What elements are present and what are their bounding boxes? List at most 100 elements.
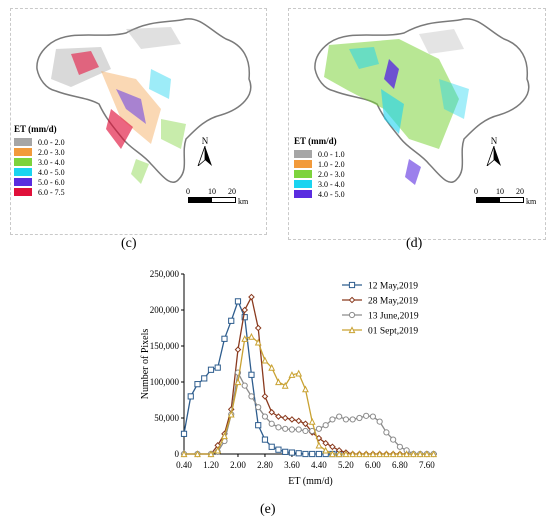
data-point [342,450,350,458]
x-tick-label: 5.20 [338,460,354,470]
legend-item: 6.0 - 7.5 [14,187,65,197]
x-tick-label: 6.00 [365,460,381,470]
data-point [335,450,343,458]
data-point [288,416,296,423]
data-point [383,429,390,436]
data-point [261,356,269,364]
et-pixels-c [51,27,186,184]
y-tick-label: 250,000 [150,269,180,279]
data-point [349,450,357,458]
legend-label: 01 Sept,2019 [368,327,418,337]
data-point [248,371,255,378]
et-histogram-chart: 0 50,000 100,000 150,000 200,000 250,000 0.40 1… [140,269,438,487]
legend-swatch [14,188,32,196]
data-point [369,450,377,458]
legend-label: 2.0 - 3.0 [318,169,345,179]
data-point [302,427,309,435]
data-point [295,450,302,457]
scale-unit: km [526,197,537,206]
region-boundary [314,18,530,184]
study-area-map-d [314,18,530,185]
scale-label: 10 [496,187,504,196]
data-point [396,450,404,458]
scale-label: 20 [516,187,524,196]
north-arrow-icon [197,145,212,168]
data-point [423,450,431,458]
data-point [221,432,228,440]
data-point [281,414,289,422]
et-pixels-d [324,29,469,185]
data-point [409,450,417,458]
legend-swatch [294,170,312,178]
data-point [416,450,424,458]
data-point [180,430,188,437]
caption-c: (c) [121,236,137,251]
legend-label: 0.0 - 1.0 [318,149,345,159]
x-tick-label: 7.60 [419,460,435,470]
data-point [295,369,303,377]
legend-swatch [14,158,32,166]
data-point [288,449,296,456]
data-point [180,450,188,458]
data-point [390,436,397,443]
data-point [356,450,363,458]
map-panel-d: ET (mm/d) 0.0 - 1.0 1.0 - 2.0 2.0 - 3.0 … [280,0,550,255]
legend-d: ET (mm/d) 0.0 - 1.0 1.0 - 2.0 2.0 - 3.0 … [294,136,345,199]
data-point [376,418,383,425]
legend-swatch [14,178,32,186]
data-point [214,364,221,371]
scale-label: 20 [228,187,236,196]
data-point [322,439,329,447]
data-point [302,450,309,458]
data-point [348,281,356,289]
data-point [403,450,411,458]
data-point [241,382,248,389]
legend-swatch [294,160,312,168]
data-point [288,426,296,433]
data-point [275,413,282,420]
data-point [261,393,269,400]
north-arrow-c: N [197,136,213,168]
data-point [275,424,282,431]
legend-label: 2.0 - 3.0 [38,147,65,157]
data-point [234,346,242,353]
data-point [248,393,255,400]
legend-swatch [294,190,312,198]
legend-swatch [294,150,312,158]
legend-label: 6.0 - 7.5 [38,187,65,197]
data-point [349,416,356,423]
data-point [376,450,384,458]
data-point [282,425,289,432]
data-point [348,311,356,319]
legend-label: 4.0 - 5.0 [38,167,65,177]
data-point [254,338,262,346]
data-point [234,378,242,386]
data-point [228,317,235,324]
data-point [261,413,269,420]
data-point [322,446,330,454]
data-point [389,450,397,458]
data-point [275,446,282,453]
data-point [248,293,255,301]
scale-bar-c: 0 10 20 km [186,187,248,206]
data-point [241,306,249,314]
scale-unit: km [238,197,249,206]
data-point [302,420,309,428]
data-point [302,385,309,393]
x-tick-label: 2.80 [257,460,273,470]
legend-label: 3.0 - 4.0 [318,179,345,189]
data-point [241,314,248,321]
y-tick-label: 100,000 [150,377,180,387]
data-point [356,414,363,422]
legend-item: 1.0 - 2.0 [294,159,345,169]
data-point [348,296,356,304]
data-point [342,416,350,423]
data-point [369,413,377,420]
scale-bar [476,197,524,203]
data-point [288,371,296,378]
data-point [315,450,323,458]
data-point [268,363,276,371]
legend-label: 4.0 - 5.0 [318,189,345,199]
x-tick-label: 4.40 [311,460,327,470]
data-point [348,326,356,334]
